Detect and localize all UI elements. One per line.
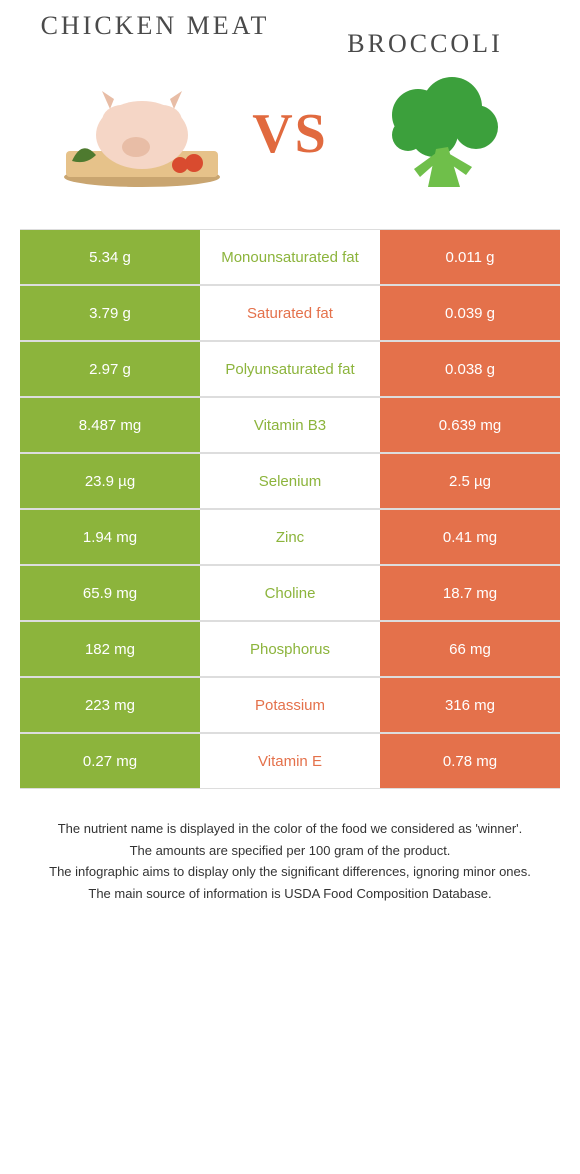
table-row: 0.27 mgVitamin E0.78 mg bbox=[20, 733, 560, 789]
vs-label: VS bbox=[252, 102, 328, 166]
cell-left-value: 0.27 mg bbox=[20, 733, 200, 789]
cell-right-value: 0.011 g bbox=[380, 229, 560, 285]
cell-left-value: 65.9 mg bbox=[20, 565, 200, 621]
cell-right-value: 0.639 mg bbox=[380, 397, 560, 453]
food-title-left: Chicken meat bbox=[34, 10, 277, 41]
cell-left-value: 8.487 mg bbox=[20, 397, 200, 453]
comparison-table: 5.34 gMonounsaturated fat0.011 g3.79 gSa… bbox=[20, 229, 560, 789]
cell-nutrient-label: Selenium bbox=[200, 453, 380, 509]
cell-left-value: 3.79 g bbox=[20, 285, 200, 341]
table-row: 8.487 mgVitamin B30.639 mg bbox=[20, 397, 560, 453]
hero-row: VS bbox=[0, 59, 580, 219]
cell-left-value: 23.9 µg bbox=[20, 453, 200, 509]
table-row: 1.94 mgZinc0.41 mg bbox=[20, 509, 560, 565]
cell-left-value: 223 mg bbox=[20, 677, 200, 733]
table-row: 5.34 gMonounsaturated fat0.011 g bbox=[20, 229, 560, 285]
cell-nutrient-label: Monounsaturated fat bbox=[200, 229, 380, 285]
cell-nutrient-label: Choline bbox=[200, 565, 380, 621]
cell-nutrient-label: Polyunsaturated fat bbox=[200, 341, 380, 397]
cell-right-value: 0.039 g bbox=[380, 285, 560, 341]
cell-left-value: 5.34 g bbox=[20, 229, 200, 285]
cell-right-value: 0.41 mg bbox=[380, 509, 560, 565]
cell-right-value: 18.7 mg bbox=[380, 565, 560, 621]
header: Chicken meat Broccoli bbox=[0, 0, 580, 59]
cell-right-value: 0.038 g bbox=[380, 341, 560, 397]
cell-nutrient-label: Vitamin B3 bbox=[200, 397, 380, 453]
broccoli-image bbox=[348, 69, 528, 199]
table-row: 223 mgPotassium316 mg bbox=[20, 677, 560, 733]
cell-right-value: 316 mg bbox=[380, 677, 560, 733]
cell-left-value: 182 mg bbox=[20, 621, 200, 677]
cell-nutrient-label: Saturated fat bbox=[200, 285, 380, 341]
cell-nutrient-label: Zinc bbox=[200, 509, 380, 565]
chicken-image bbox=[52, 69, 232, 199]
footnote-line: The amounts are specified per 100 gram o… bbox=[30, 841, 550, 861]
table-row: 23.9 µgSelenium2.5 µg bbox=[20, 453, 560, 509]
table-row: 182 mgPhosphorus66 mg bbox=[20, 621, 560, 677]
cell-left-value: 2.97 g bbox=[20, 341, 200, 397]
table-row: 3.79 gSaturated fat0.039 g bbox=[20, 285, 560, 341]
cell-right-value: 0.78 mg bbox=[380, 733, 560, 789]
food-title-right: Broccoli bbox=[304, 10, 547, 59]
cell-left-value: 1.94 mg bbox=[20, 509, 200, 565]
footnotes: The nutrient name is displayed in the co… bbox=[30, 819, 550, 903]
cell-nutrient-label: Phosphorus bbox=[200, 621, 380, 677]
cell-right-value: 66 mg bbox=[380, 621, 560, 677]
table-row: 2.97 gPolyunsaturated fat0.038 g bbox=[20, 341, 560, 397]
broccoli-icon bbox=[348, 69, 528, 199]
cell-nutrient-label: Potassium bbox=[200, 677, 380, 733]
footnote-line: The nutrient name is displayed in the co… bbox=[30, 819, 550, 839]
chicken-icon bbox=[52, 69, 232, 199]
table-row: 65.9 mgCholine18.7 mg bbox=[20, 565, 560, 621]
cell-right-value: 2.5 µg bbox=[380, 453, 560, 509]
cell-nutrient-label: Vitamin E bbox=[200, 733, 380, 789]
footnote-line: The infographic aims to display only the… bbox=[30, 862, 550, 882]
footnote-line: The main source of information is USDA F… bbox=[30, 884, 550, 904]
